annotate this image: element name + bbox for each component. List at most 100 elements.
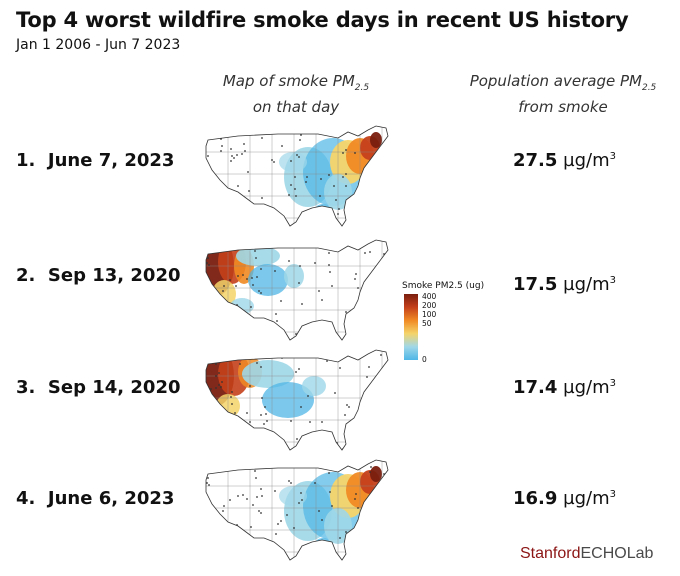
monitor-dot [309, 421, 311, 423]
monitor-dot [318, 290, 320, 292]
monitor-dot [236, 154, 238, 156]
monitor-dot [211, 333, 213, 335]
monitor-dot [234, 534, 236, 536]
monitor-dot [326, 360, 328, 362]
smoke-overlay [206, 350, 326, 418]
monitor-dot [380, 354, 382, 356]
monitor-dot [382, 216, 384, 218]
monitor-dot [232, 222, 234, 224]
monitor-dot [274, 490, 276, 492]
monitor-dot [295, 333, 297, 335]
value-column-header: Population average PM2.5 from smoke [454, 72, 672, 117]
map-column-header: Map of smoke PM2.5 on that day [196, 72, 396, 117]
monitor-dot [214, 204, 216, 206]
monitor-dot [213, 335, 215, 337]
monitor-dot [206, 518, 208, 520]
monitor-dot [286, 514, 288, 516]
monitor-dot [256, 210, 258, 212]
monitor-dot [320, 328, 322, 330]
monitor-dot [381, 483, 383, 485]
row-4-date: June 6, 2023 [47, 488, 175, 509]
monitor-dot [237, 275, 239, 277]
monitor-dot [383, 265, 385, 267]
monitor-dot [242, 274, 244, 276]
monitor-dot [267, 439, 269, 441]
monitor-dot [250, 306, 252, 308]
monitor-dot [314, 482, 316, 484]
monitor-dot [260, 268, 262, 270]
monitor-dot [255, 477, 257, 479]
us-outline [205, 459, 389, 561]
monitor-dot [244, 150, 246, 152]
monitor-dot [299, 139, 301, 141]
monitor-dot [288, 194, 290, 196]
monitor-dot [370, 466, 372, 468]
monitor-dot [231, 391, 233, 393]
row-1-rank-date: 1. June 7, 2023 [16, 150, 174, 171]
monitor-dot [210, 388, 212, 390]
monitor-dot [237, 433, 239, 435]
monitor-dot [214, 306, 216, 308]
monitor-dot [333, 185, 335, 187]
monitor-dot [381, 263, 383, 265]
monitor-dot [337, 213, 339, 215]
monitor-dot [376, 410, 378, 412]
monitor-dot [261, 197, 263, 199]
monitor-dot [346, 404, 348, 406]
monitor-dot [215, 375, 217, 377]
monitor-dot [251, 545, 253, 547]
monitor-dot [207, 257, 209, 259]
monitor-dot [218, 220, 220, 222]
monitor-dot [248, 190, 250, 192]
monitor-dot [267, 245, 269, 247]
monitor-dot [366, 376, 368, 378]
monitor-dot [298, 502, 300, 504]
monitor-dot [261, 137, 263, 139]
monitor-dot [206, 141, 207, 143]
smoke-map-row-2 [205, 239, 389, 341]
monitor-dot [295, 371, 297, 373]
monitor-dot [371, 521, 373, 523]
chart-title: Top 4 worst wildfire smoke days in recen… [16, 8, 629, 32]
monitor-dot [207, 537, 209, 539]
monitor-dot [275, 313, 277, 315]
row-1-unit: µg/m [563, 150, 610, 171]
row-2-date: Sep 13, 2020 [47, 265, 181, 286]
monitor-dot [228, 442, 230, 444]
monitor-dot [300, 442, 302, 444]
smoke-overlay [279, 132, 382, 224]
row-1-date: June 7, 2023 [47, 150, 175, 171]
row-3-rank-date: 3. Sep 14, 2020 [16, 377, 181, 398]
monitor-dot [207, 317, 209, 319]
monitor-dot [306, 176, 308, 178]
monitor-dot [222, 510, 224, 512]
monitor-dot [281, 145, 283, 147]
monitor-dot [290, 184, 292, 186]
monitor-dot [288, 480, 290, 482]
legend-tick-0: 0 [422, 355, 427, 364]
monitor-dot [382, 478, 384, 480]
smoke-map-row-4 [205, 459, 389, 561]
row-2-value: 17.5 µg/m3 [513, 274, 616, 295]
monitor-dot [354, 498, 356, 500]
smoke-patch [262, 382, 314, 418]
row-4-rank-date: 4. June 6, 2023 [16, 488, 174, 509]
monitor-dot [327, 549, 329, 551]
monitor-dot [215, 387, 217, 389]
monitor-dot [207, 155, 209, 157]
monitor-dot [342, 152, 344, 154]
monitor-dot [328, 252, 330, 254]
logo-stanford: Stanford [520, 545, 581, 562]
smoke-patch [242, 360, 294, 388]
monitor-dot [280, 300, 282, 302]
monitor-dot [213, 555, 215, 557]
monitor-dot [328, 264, 330, 266]
monitor-dot [231, 403, 233, 405]
monitor-dot [339, 537, 341, 539]
monitor-dot [260, 292, 262, 294]
monitor-dot [271, 219, 273, 221]
monitor-dot [218, 372, 220, 374]
us-outline [205, 349, 389, 451]
monitor-dot [374, 506, 376, 508]
monitor-dot [280, 520, 282, 522]
